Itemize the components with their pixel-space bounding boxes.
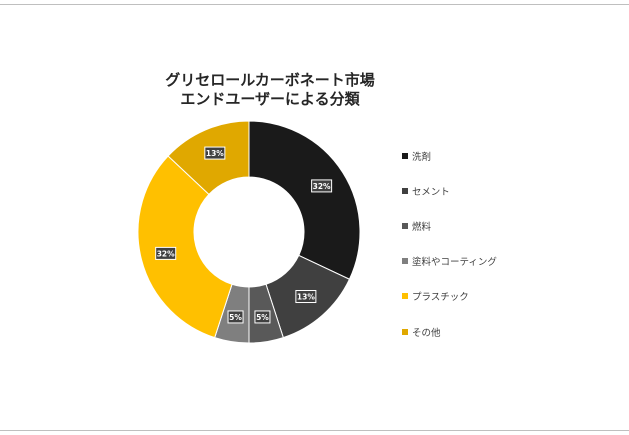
data-label-box-2 [295,290,317,304]
legend-label-2: セメント [412,186,450,198]
data-label-text-2: 13% [297,293,315,302]
donut-slice-1 [248,120,361,280]
legend-swatch-5 [402,293,408,300]
data-label-text-6: 13% [206,149,224,158]
data-label-3: 5% [254,310,271,324]
legend-item-2: セメント [402,173,497,208]
chart-title-line-1: グリセロールカーボネート市場 [165,71,375,89]
data-label-text-5: 32% [157,249,175,258]
data-label-box-3 [254,310,271,324]
legend-label-4: 塗料やコーティング [412,257,497,269]
chart-frame-bottom-border [0,430,629,431]
legend-swatch-2 [402,187,408,194]
data-label-box-6 [204,146,226,160]
data-label-box-4 [227,310,244,324]
legend-label-6: その他 [412,327,441,339]
data-label-6: 13% [204,146,226,160]
data-label-1: 32% [311,179,333,193]
data-label-2: 13% [295,290,317,304]
legend-item-6: その他 [402,314,497,349]
data-label-text-3: 5% [256,313,269,322]
donut-slice-5 [137,155,233,339]
legend-swatch-3 [402,222,408,229]
legend-label-1: 洗剤 [412,151,432,163]
legend-item-4: 塗料やコーティング [402,244,497,279]
legend-label-5: プラスチック [412,292,469,304]
data-label-text-1: 32% [313,182,331,191]
data-label-box-5 [155,246,177,260]
chart-frame-top-border [0,4,629,5]
chart-title-line-2: エンドユーザーによる分類 [180,90,360,108]
legend-item-1: 洗剤 [402,138,497,173]
legend-item-3: 燃料 [402,208,497,243]
legend-swatch-4 [402,258,408,265]
legend-swatch-1 [402,152,408,159]
data-label-5: 32% [155,246,177,260]
chart-title: グリセロールカーボネート市場 エンドユーザーによる分類 [150,71,390,109]
legend-item-5: プラスチック [402,279,497,314]
legend-swatch-6 [402,328,408,335]
data-label-4: 5% [227,310,244,324]
chart-legend: 洗剤セメント燃料塗料やコーティング プラスチック その他 [402,138,497,349]
data-label-box-1 [311,179,333,193]
legend-label-3: 燃料 [412,221,432,233]
data-label-text-4: 5% [229,313,242,322]
